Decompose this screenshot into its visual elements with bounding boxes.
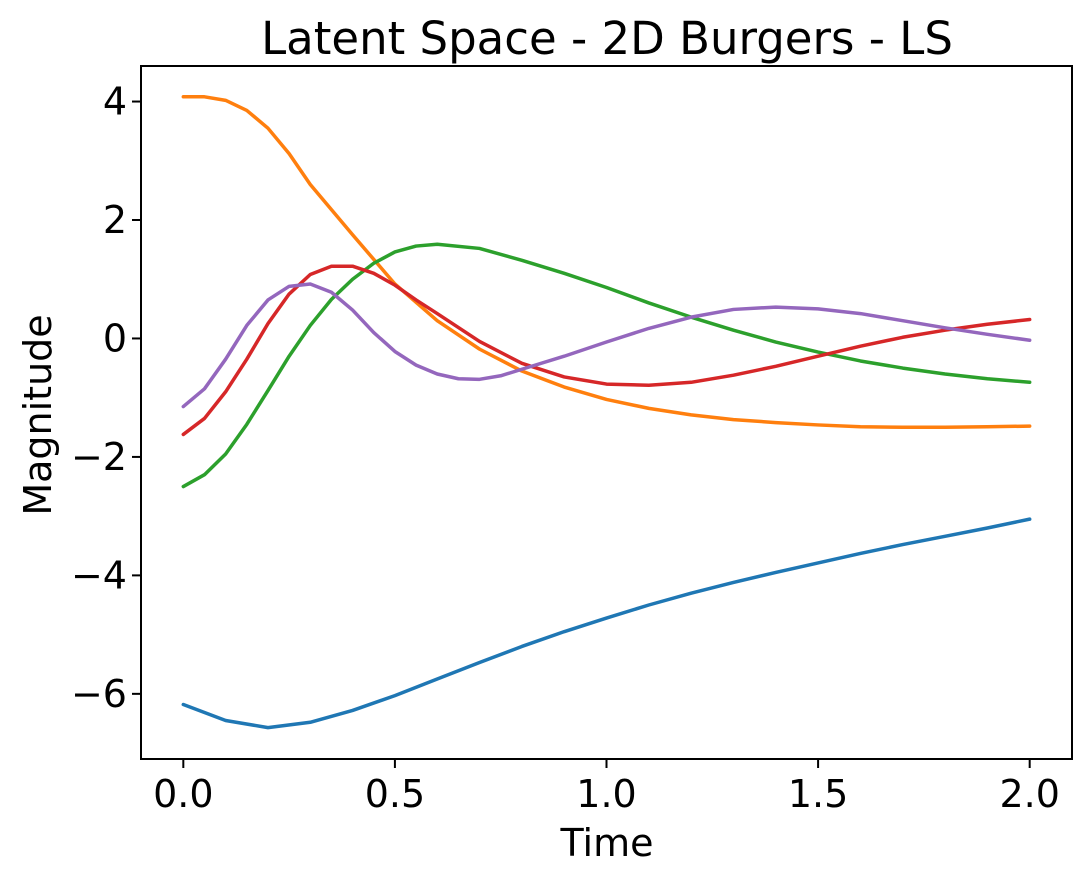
y-tick-label: −2 — [71, 435, 127, 479]
x-tick-label: 1.0 — [576, 772, 636, 816]
plot-frame — [140, 65, 1073, 760]
y-tick-label: −6 — [71, 672, 127, 716]
x-tick-label: 1.5 — [788, 772, 848, 816]
x-axis: 0.0 0.5 1.0 1.5 2.0 — [153, 759, 1060, 816]
series-line-2 — [181, 95, 1032, 430]
y-axis: −6 −4 −2 0 2 4 — [71, 80, 141, 716]
y-axis-label: Magnitude — [16, 314, 60, 515]
plot-series — [181, 95, 1032, 730]
series-line-3 — [181, 242, 1032, 489]
x-tick-label: 0.0 — [153, 772, 213, 816]
series-line-5 — [181, 282, 1032, 409]
y-tick-label: 0 — [103, 316, 127, 360]
series-line-4 — [181, 264, 1032, 437]
x-axis-label: Time — [560, 821, 654, 865]
y-tick-label: 4 — [103, 80, 127, 124]
y-tick-label: −4 — [71, 553, 127, 597]
x-tick-label: 0.5 — [365, 772, 425, 816]
y-tick-label: 2 — [103, 198, 127, 242]
x-tick-label: 2.0 — [999, 772, 1059, 816]
chart-title: Latent Space - 2D Burgers - LS — [261, 12, 953, 65]
series-line-1 — [181, 517, 1032, 730]
